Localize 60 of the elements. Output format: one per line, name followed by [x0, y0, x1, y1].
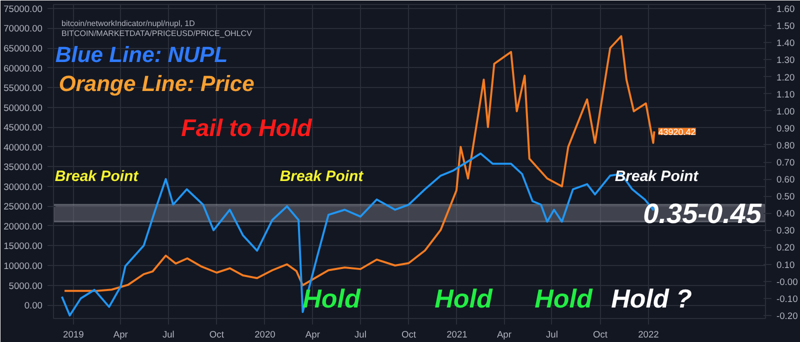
y-tick-label: 75000.00: [4, 4, 43, 14]
y2-tick-label: 0.20: [776, 242, 795, 253]
x-tick-label: Oct: [592, 330, 608, 340]
x-tick-label: 2019: [63, 330, 84, 340]
y2-tick-label: 1.20: [776, 72, 795, 82]
text: BITCOIN/MARKETDATA/PRICEUSD/PRICE_OHLCV: [62, 29, 253, 38]
y2-tick-label: 1.60: [776, 4, 795, 14]
y2-tick-label: 0.70: [776, 158, 795, 168]
x-tick-label: Apr: [113, 330, 128, 340]
y2-tick-label: -0.00: [776, 276, 798, 287]
x-tick-label: 2022: [638, 330, 659, 340]
x-tick-label: Oct: [209, 330, 224, 340]
x-tick-label: Apr: [305, 330, 320, 340]
annotation: Break Point: [54, 168, 140, 185]
y2-tick-label: 1.50: [776, 21, 795, 32]
x-tick-label: Apr: [496, 330, 512, 340]
annotation: Orange Line: Price: [58, 71, 254, 96]
text: bitcoin/networkIndicator/nupl/nupl, 1D: [62, 19, 196, 28]
annotation: Break Point: [280, 168, 364, 185]
y-tick-label: 40000.00: [4, 142, 43, 152]
y2-tick-label: 0.80: [776, 140, 795, 150]
y-tick-label: 50000.00: [4, 102, 43, 113]
y2-tick-label: 1.40: [776, 38, 795, 48]
y-tick-label: 5000.00: [8, 280, 43, 291]
annotation: 43920.42: [658, 126, 696, 137]
y-tick-label: 15000.00: [4, 241, 43, 252]
y-tick-label: 20000.00: [4, 221, 43, 232]
y-tick-label: 25000.00: [4, 202, 43, 212]
x-tick-label: 2021: [446, 330, 468, 340]
annotation: Blue Line: NUPL: [55, 42, 228, 67]
annotation: Hold: [434, 284, 494, 314]
y-tick-label: 45000.00: [4, 122, 43, 133]
x-tick-label: Jul: [162, 330, 174, 340]
y2-tick-label: 0.30: [776, 226, 795, 236]
y-tick-label: 35000.00: [4, 162, 43, 172]
y-tick-label: 55000.00: [4, 83, 43, 94]
y-tick-label: 65000.00: [4, 44, 43, 54]
x-tick-label: 2020: [254, 330, 276, 340]
annotation: Hold ?: [611, 284, 692, 314]
y2-tick-label: 0.10: [776, 260, 795, 270]
y-tick-label: 60000.00: [4, 63, 43, 74]
annotation: Hold: [534, 284, 594, 314]
y2-tick-label: -0.10: [776, 294, 798, 304]
x-tick-label: Oct: [401, 330, 416, 340]
y-tick-label: 0.00: [24, 300, 42, 311]
y2-tick-label: -0.20: [776, 310, 798, 321]
x-tick-label: Jul: [354, 330, 366, 340]
y2-tick-label: 0.50: [776, 192, 795, 202]
x-tick-label: Jul: [546, 330, 558, 340]
band-label: 0.35-0.45: [643, 198, 762, 230]
y2-tick-label: 1.00: [776, 106, 795, 116]
y-tick-label: 10000.00: [4, 261, 43, 272]
y2-tick-label: 0.60: [776, 174, 795, 185]
y2-tick-label: 0.40: [776, 208, 795, 219]
y2-tick-label: 1.30: [776, 55, 795, 66]
annotation: Fail to Hold: [181, 115, 314, 142]
y-tick-label: 70000.00: [4, 24, 43, 34]
y-tick-label: 30000.00: [4, 182, 43, 192]
y2-tick-label: 1.10: [776, 89, 795, 100]
y2-tick-label: 0.90: [776, 123, 795, 134]
